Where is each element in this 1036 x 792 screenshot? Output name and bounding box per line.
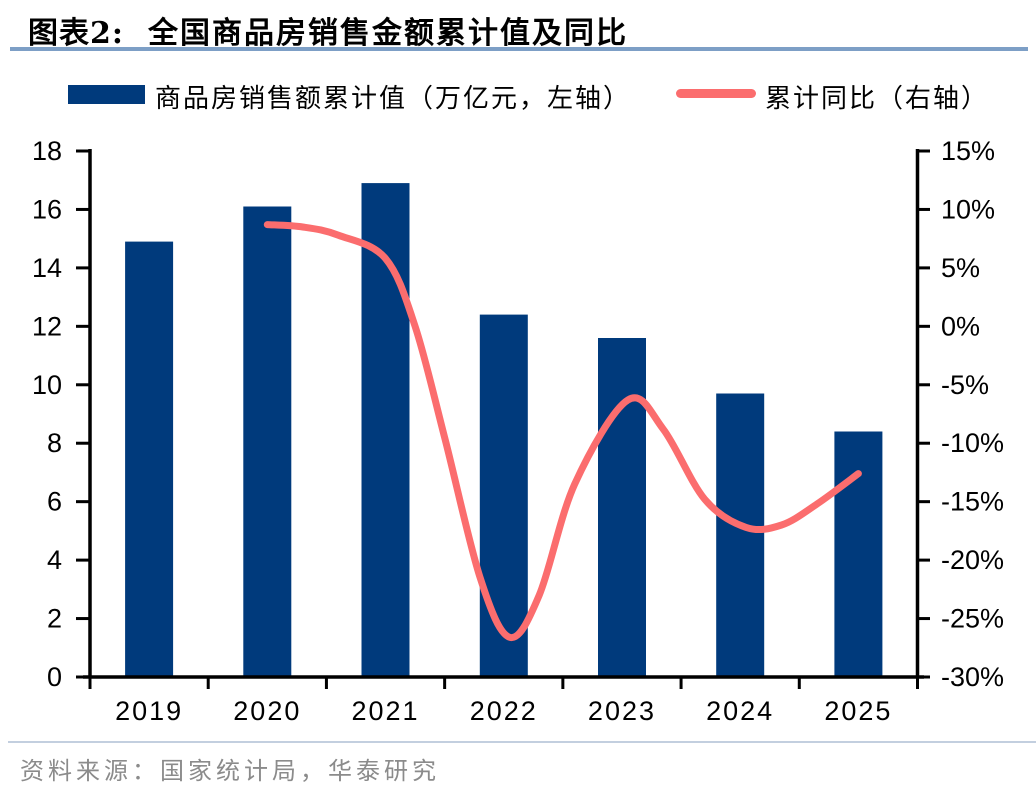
- figure-number-label: 图表2:: [28, 16, 124, 51]
- right-axis-tick-label: -5%: [941, 370, 989, 400]
- legend-line-label: 累计同比（右轴）: [765, 84, 990, 114]
- x-axis-label: 2022: [470, 696, 538, 726]
- left-axis-tick-label: 4: [47, 545, 62, 575]
- right-axis-tick-label: 0%: [941, 311, 980, 341]
- right-axis-tick-label: -20%: [941, 545, 1004, 575]
- left-axis-tick-label: 18: [32, 136, 62, 166]
- bar-2019: [125, 241, 174, 677]
- left-axis-tick-label: 14: [32, 253, 62, 283]
- bar-2025: [834, 431, 883, 677]
- bar-2024: [716, 393, 765, 677]
- right-axis-tick-label: -10%: [941, 428, 1004, 458]
- right-axis-tick-label: 5%: [941, 253, 980, 283]
- x-axis-label: 2024: [706, 696, 774, 726]
- yoy-line-path: [263, 221, 862, 641]
- footer-divider: [8, 741, 1036, 743]
- legend-bar-label: 商品房销售额累计值（万亿元，左轴）: [155, 84, 632, 114]
- right-axis-tick-label: -30%: [941, 662, 1004, 692]
- x-axis-label: 2021: [351, 696, 419, 726]
- right-axis-tick-label: -15%: [941, 487, 1004, 517]
- right-axis-tick-label: -25%: [941, 604, 1004, 634]
- left-axis-tick-label: 6: [47, 487, 62, 517]
- legend-bar-swatch: [68, 85, 145, 104]
- page-title: 全国商品房销售金额累计值及同比: [148, 16, 628, 51]
- left-axis-tick-label: 0: [47, 662, 62, 692]
- bar-2023: [598, 338, 646, 677]
- right-axis-tick-label: 10%: [941, 194, 995, 224]
- x-axis-label: 2025: [824, 696, 892, 726]
- left-axis-tick-label: 12: [32, 311, 62, 341]
- bar-2022: [479, 314, 528, 677]
- left-axis-tick-label: 10: [32, 370, 62, 400]
- left-axis-tick-label: 8: [47, 428, 62, 458]
- left-axis-tick-label: 2: [47, 604, 62, 634]
- x-axis-label: 2020: [233, 696, 301, 726]
- left-axis-tick-label: 16: [32, 194, 62, 224]
- right-axis-tick-label: 15%: [941, 136, 995, 166]
- x-axis-label: 2019: [115, 696, 183, 726]
- title-underline: [10, 47, 1028, 51]
- legend-line-swatch: [676, 89, 756, 98]
- bar-2021: [361, 183, 410, 677]
- bar-2020: [243, 206, 292, 677]
- source-note: 资料来源：国家统计局，华泰研究: [20, 757, 440, 785]
- x-axis-label: 2023: [588, 696, 656, 726]
